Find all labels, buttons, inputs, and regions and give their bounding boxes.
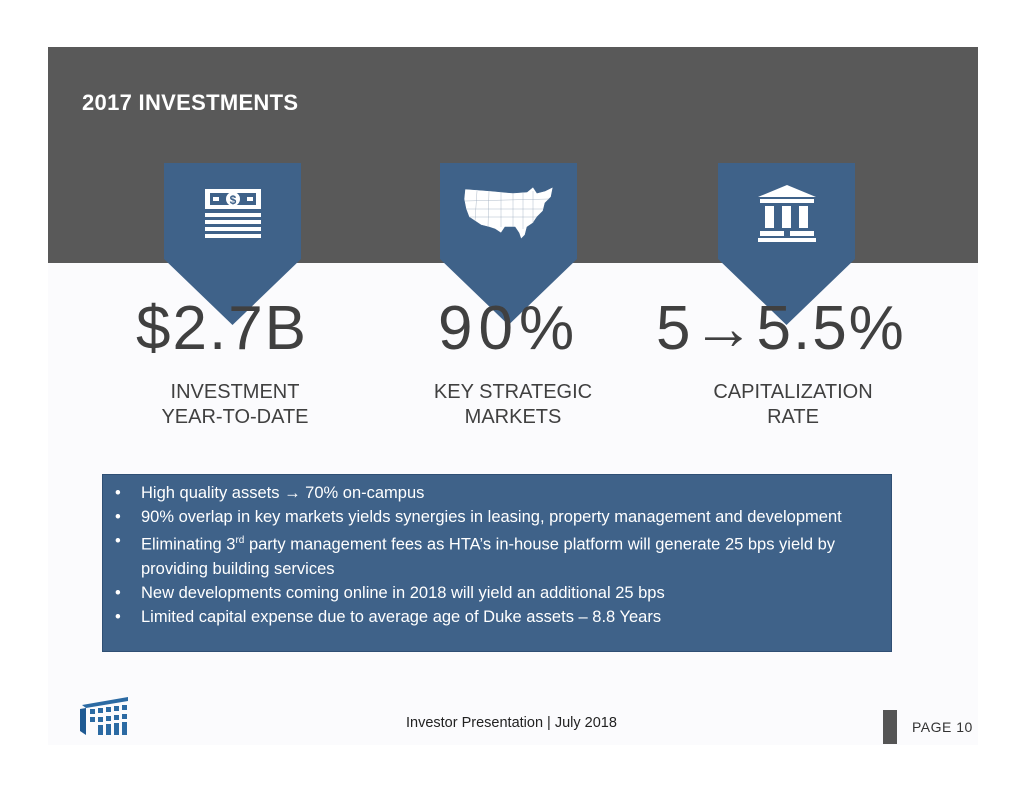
cap-rate-start: 5 [656, 294, 693, 363]
footer-divider-bar [883, 710, 897, 744]
highlights-box: High quality assets → 70% on-campus 90% … [102, 474, 892, 652]
footer-presentation: Investor Presentation | July 2018 [406, 715, 617, 731]
highlight-item: Limited capital expense due to average a… [113, 605, 877, 629]
markets-label-line1: KEY STRATEGIC [433, 381, 593, 403]
investment-value: $2.7B [136, 294, 309, 363]
company-logo [78, 695, 132, 737]
investment-label-line2: YEAR-TO-DATE [161, 406, 309, 428]
money-stack-icon: $ [164, 163, 301, 263]
ordinal-superscript: rd [235, 535, 245, 546]
investment-label: INVESTMENT YEAR-TO-DATE [140, 380, 330, 430]
slide-title: 2017 INVESTMENTS [82, 90, 299, 115]
markets-label: KEY STRATEGIC MARKETS [418, 380, 608, 430]
highlight-item: 90% overlap in key markets yields synerg… [113, 505, 877, 529]
cap-rate-label-line2: RATE [767, 406, 819, 428]
cap-rate-label: CAPITALIZATION RATE [688, 380, 898, 430]
svg-text:$: $ [229, 193, 236, 207]
markets-value: 90% [438, 294, 581, 363]
bank-badge [718, 163, 855, 325]
highlight-item: Eliminating 3rd party management fees as… [113, 529, 877, 581]
markets-label-line2: MARKETS [464, 406, 562, 428]
slide: 2017 INVESTMENTS $ [48, 47, 978, 745]
highlight-item: High quality assets → 70% on-campus [113, 481, 877, 505]
highlight-text: party management fees as HTA’s in-house … [141, 535, 836, 578]
cap-rate-value: 5→5.5% [656, 293, 906, 364]
money-badge: $ [164, 163, 301, 325]
us-map-icon [440, 163, 577, 263]
page-number: PAGE 10 [912, 719, 973, 735]
highlight-text: Eliminating 3 [141, 535, 236, 554]
cap-rate-label-line1: CAPITALIZATION [713, 381, 873, 403]
map-badge [440, 163, 577, 325]
arrow-right-icon: → [692, 294, 757, 363]
cap-rate-end: 5.5% [756, 294, 906, 363]
highlights-list: High quality assets → 70% on-campus 90% … [113, 481, 877, 629]
investment-label-line1: INVESTMENT [170, 381, 300, 403]
highlight-item: New developments coming online in 2018 w… [113, 581, 877, 605]
bank-building-icon [718, 163, 855, 263]
